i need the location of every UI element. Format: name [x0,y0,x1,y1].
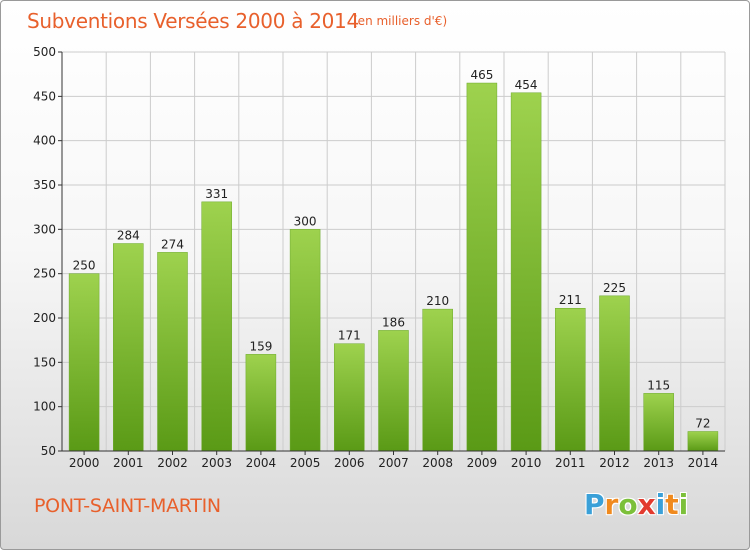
value-labels: 250 284 274 331 159 300 171 186 210 465 454 211 225 1… [73,68,711,430]
value-label-2001: 284 [117,229,140,243]
bar-2001 [113,243,144,452]
bar-2011 [555,307,586,452]
logo-letter: i [678,488,689,521]
y-tick-label: 300 [33,222,56,236]
y-tick-label: 200 [33,311,56,325]
bar-2003 [201,201,232,452]
value-label-2013: 115 [647,378,670,392]
bar-2009 [466,82,498,452]
bar-2014 [687,431,719,452]
bar-2002 [157,252,188,452]
value-label-2002: 274 [161,237,184,251]
value-label-2006: 171 [338,329,361,343]
proxiti-logo[interactable]: Proxiti [584,488,688,521]
y-tick-label: 350 [33,178,56,192]
bar-2004 [245,354,277,452]
x-tick-label-2002: 2002 [157,456,188,470]
bar-2005 [289,229,321,452]
x-tick-label-2006: 2006 [334,456,365,470]
y-tick-label: 500 [33,45,56,59]
value-label-2005: 300 [294,214,317,228]
bars [68,82,719,452]
value-label-2012: 225 [603,281,626,295]
y-tick-label: 250 [33,267,56,281]
x-tick-label-2007: 2007 [378,456,409,470]
x-tick-label-2005: 2005 [290,456,321,470]
bar-2012 [599,295,630,452]
x-tick-label-2013: 2013 [643,456,674,470]
value-label-2004: 159 [249,339,272,353]
logo-letter: P [584,488,605,521]
bar-2006 [334,343,365,452]
logo-letter: x [637,488,656,521]
value-label-2008: 210 [426,294,449,308]
bar-2010 [510,92,542,452]
x-tick-label-2014: 2014 [688,456,719,470]
x-tick-label-2003: 2003 [201,456,232,470]
logo-letter: r [604,488,619,521]
bar-2013 [643,393,674,452]
value-label-2007: 186 [382,315,405,329]
value-label-2010: 454 [515,78,538,92]
axes: 50 100 150 200 250 300 350 400 450 500 2000 2001 200… [33,45,725,470]
y-tick-label: 150 [33,355,56,369]
bar-2008 [422,308,453,452]
y-tick-label: 100 [33,400,56,414]
x-tick-label-2011: 2011 [555,456,586,470]
value-label-2000: 250 [73,259,96,273]
x-tick-label-2000: 2000 [69,456,100,470]
logo-letter: t [665,488,679,521]
chart-title: Subventions Versées 2000 à 2014 [27,9,359,33]
x-tick-label-2012: 2012 [599,456,630,470]
commune-name: PONT-SAINT-MARTIN [34,495,221,517]
chart-subtitle: (en milliers d'€) [353,14,448,28]
bar-2000 [68,273,100,452]
x-tick-label-2001: 2001 [113,456,144,470]
y-tick-label: 450 [33,89,56,103]
y-tick-label: 50 [41,444,56,458]
value-label-2014: 72 [695,416,710,430]
x-tick-label-2008: 2008 [422,456,453,470]
x-tick-label-2009: 2009 [467,456,498,470]
value-label-2009: 465 [470,68,493,82]
y-tick-label: 400 [33,134,56,148]
x-tick-label-2010: 2010 [511,456,542,470]
value-label-2003: 331 [205,187,228,201]
bar-2007 [378,330,409,452]
logo-letter: o [618,488,638,521]
value-label-2011: 211 [559,293,582,307]
logo-letter: i [655,488,666,521]
x-tick-label-2004: 2004 [246,456,277,470]
